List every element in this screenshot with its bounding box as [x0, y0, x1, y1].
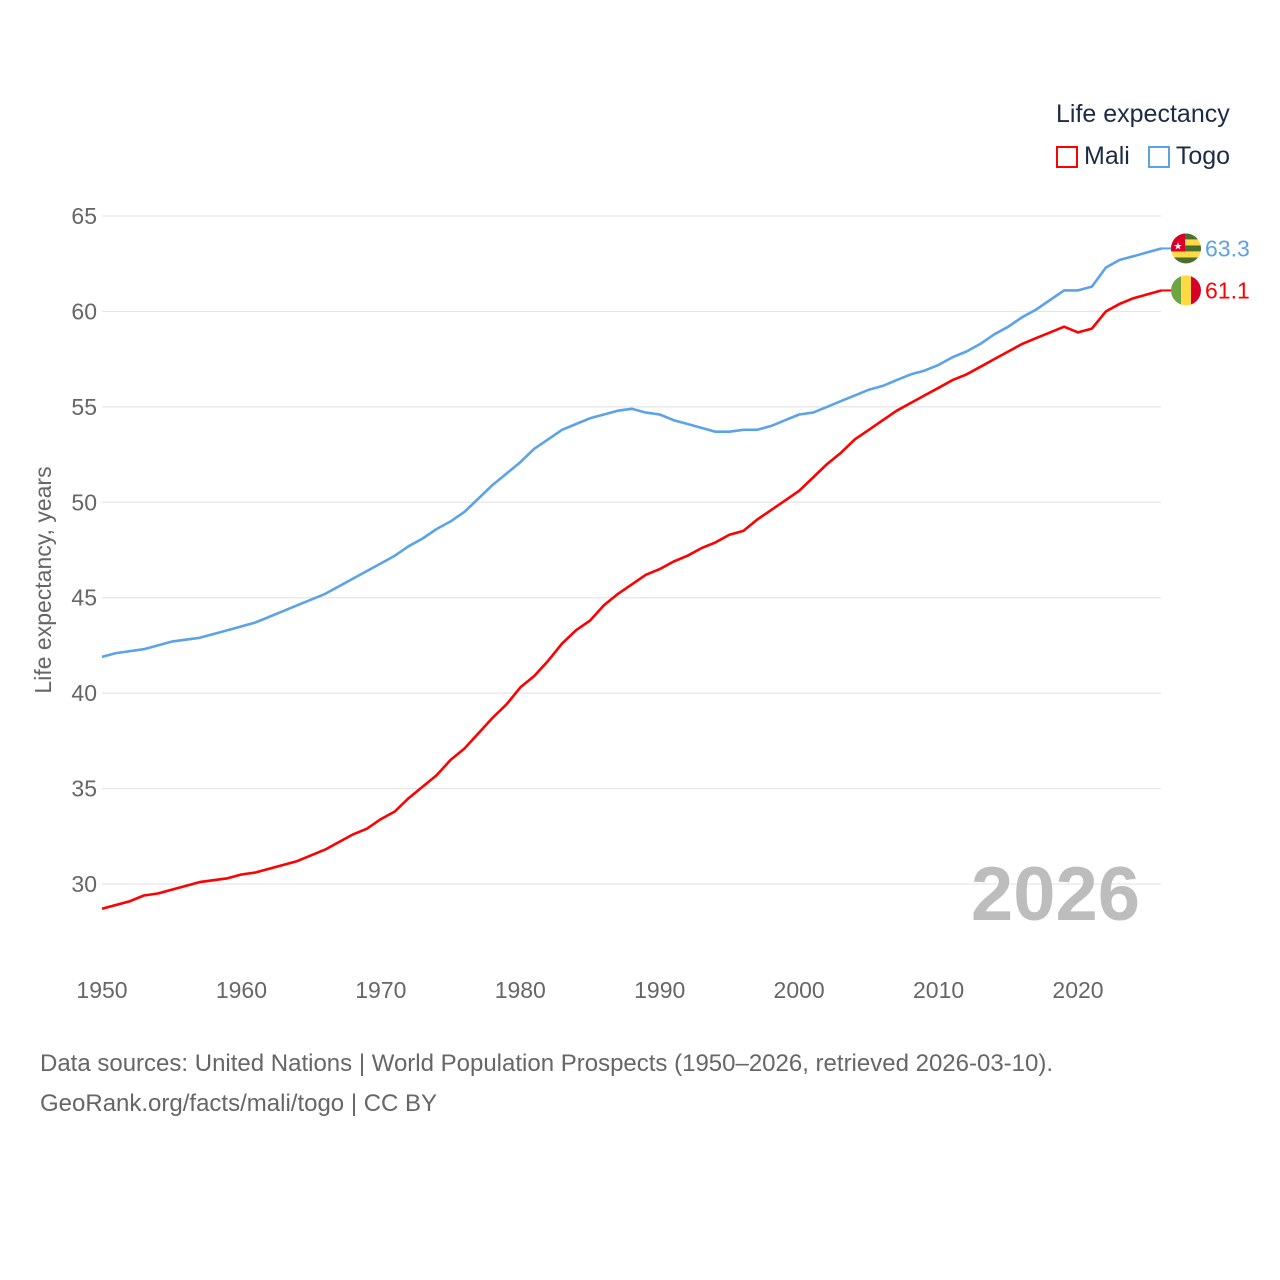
legend: Mali Togo: [1056, 142, 1230, 171]
year-label: 2026: [971, 852, 1140, 937]
end-value-label: 61.1: [1205, 277, 1250, 303]
series-line-mali: [101, 289, 1163, 911]
x-tick-label: 2020: [1052, 977, 1103, 1003]
flag-stripe: [1181, 275, 1191, 306]
x-tick-label: 1960: [216, 977, 267, 1003]
legend-label-togo: Togo: [1175, 142, 1231, 170]
flag-stripe: [1171, 245, 1201, 252]
mali-swatch: [1056, 145, 1078, 168]
flag-body: ★: [1171, 233, 1201, 264]
end-value-label: 63.3: [1205, 235, 1250, 261]
legend-item-togo[interactable]: Togo: [1147, 142, 1231, 171]
line-chart: 30 35 40 45 50 55 60 65 1950 1960 1970 1980 1990 200…: [30, 203, 1250, 1003]
togo-swatch: [1147, 145, 1170, 168]
flag-stripe: [1171, 257, 1201, 264]
flag-stripe: [1171, 239, 1201, 246]
y-tick-label: 60: [71, 298, 97, 324]
flag-body: [1171, 275, 1201, 306]
legend-title: Life expectancy: [1056, 100, 1230, 128]
y-tick-label: 55: [71, 394, 97, 420]
y-tick-label: 35: [71, 776, 97, 802]
y-tick-label: 40: [71, 680, 97, 706]
x-tick-label: 2000: [774, 977, 825, 1003]
source-note: Data sources: United Nations | World Pop…: [40, 1044, 1053, 1124]
legend-label-mali: Mali: [1084, 142, 1130, 170]
flag-stripe: [1171, 233, 1201, 240]
star-icon: ★: [1174, 241, 1183, 252]
data-sources: Data sources: United Nations | World Pop…: [40, 1050, 1054, 1077]
x-tick-label: 1950: [76, 977, 127, 1003]
y-tick-label: 65: [71, 203, 97, 229]
y-tick-label: 45: [71, 585, 97, 611]
flag-stripe: [1191, 275, 1201, 306]
legend-item-mali[interactable]: Mali: [1056, 142, 1130, 171]
y-tick-label: 50: [71, 489, 97, 515]
x-tick-label: 1980: [495, 977, 546, 1003]
x-tick-label: 2010: [913, 977, 964, 1003]
series-line-togo: [101, 247, 1163, 659]
x-tick-label: 1990: [634, 977, 685, 1003]
mali-flag-icon: [1171, 275, 1201, 306]
flag-stripe: [1171, 275, 1181, 306]
togo-flag-icon: ★: [1171, 233, 1201, 264]
credit-link[interactable]: GeoRank.org/facts/mali/togo | CC BY: [40, 1090, 438, 1117]
flag-stripe: [1171, 251, 1201, 258]
x-tick-label: 1970: [355, 977, 406, 1003]
y-axis-label: Life expectancy, years: [30, 466, 56, 693]
y-tick-label: 30: [71, 871, 97, 897]
